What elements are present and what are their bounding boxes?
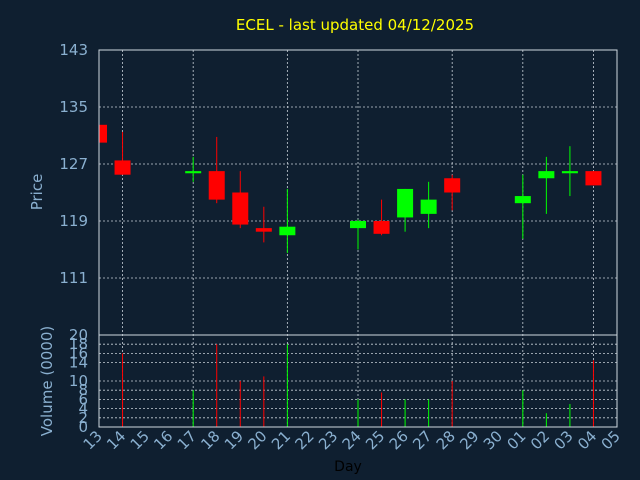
x-tick-label: 26 <box>386 427 412 453</box>
price-tick-label: 111 <box>59 269 88 287</box>
volume-tick-label: 6 <box>78 390 88 408</box>
x-tick-label: 21 <box>268 427 294 453</box>
candle-body <box>420 199 437 214</box>
price-axis-label: Price <box>28 174 46 211</box>
x-tick-labels: 1314151617181920212223242526272829300102… <box>80 427 624 453</box>
candle-body <box>397 188 414 218</box>
x-tick-label: 23 <box>315 427 341 453</box>
x-tick-label: 25 <box>362 427 388 453</box>
candle-body <box>279 226 296 236</box>
x-tick-label: 17 <box>174 427 200 453</box>
x-tick-label: 02 <box>527 427 553 453</box>
x-tick-label: 03 <box>551 427 577 453</box>
candle-27 <box>420 181 437 229</box>
candle-21 <box>279 188 296 254</box>
x-tick-label: 22 <box>292 427 318 453</box>
volume-axis-label: Volume (0000) <box>38 326 56 436</box>
candle-03 <box>561 146 578 197</box>
x-axis-label: Day <box>334 459 362 475</box>
candle-body <box>514 196 531 204</box>
candle-body <box>444 178 461 193</box>
candle-14 <box>114 131 131 175</box>
x-tick-label: 29 <box>456 427 482 453</box>
candle-20 <box>255 206 272 243</box>
volume-tick-label: 4 <box>78 400 88 418</box>
candle-body <box>232 192 249 225</box>
price-tick-labels: 111 119 127 135 143 <box>59 41 88 287</box>
price-gridlines <box>99 106 617 279</box>
x-tick-label: 15 <box>127 427 153 453</box>
x-tick-label: 20 <box>244 427 270 453</box>
x-tick-label: 14 <box>103 427 129 453</box>
x-tick-label: 30 <box>480 427 506 453</box>
candle-body <box>255 228 272 232</box>
candle-02 <box>538 156 555 214</box>
volume-tick-label: 20 <box>69 326 88 344</box>
candle-body <box>561 171 578 174</box>
x-tick-label: 24 <box>339 427 365 453</box>
price-tick-label: 127 <box>59 155 88 173</box>
price-tick-label: 135 <box>59 98 88 116</box>
candle-04 <box>585 171 602 186</box>
x-tick-label: 05 <box>598 427 624 453</box>
x-tick-label: 18 <box>197 427 223 453</box>
x-tick-label: 01 <box>503 427 529 453</box>
volume-panel-frame <box>98 334 618 428</box>
candle-body <box>185 171 202 174</box>
candle-13 <box>98 124 107 143</box>
volume-tick-label: 18 <box>69 335 88 353</box>
candle-17 <box>185 156 202 182</box>
x-tick-label: 04 <box>574 427 600 453</box>
candles-group <box>98 124 602 254</box>
candle-body <box>208 171 225 200</box>
candle-body <box>350 221 366 229</box>
volume-tick-label: 8 <box>78 381 88 399</box>
candle-26 <box>397 188 414 232</box>
candle-28 <box>444 174 461 211</box>
price-tick-label: 119 <box>59 212 88 230</box>
x-tick-label: 19 <box>221 427 247 453</box>
x-tick-label: 28 <box>433 427 459 453</box>
volume-tick-label: 14 <box>69 354 88 372</box>
candle-body <box>373 221 390 234</box>
volume-tick-label: 0 <box>78 418 88 436</box>
volume-bars-group <box>122 344 594 427</box>
price-tick-label: 143 <box>59 41 88 59</box>
x-tick-label: 27 <box>409 427 435 453</box>
candle-01 <box>514 174 531 239</box>
candle-25 <box>373 199 390 236</box>
chart-title: ECEL - last updated 04/12/2025 <box>236 16 474 34</box>
x-tick-label: 16 <box>150 427 176 453</box>
candle-body <box>114 160 131 175</box>
volume-tick-label: 16 <box>69 344 88 362</box>
volume-tick-label: 10 <box>69 372 88 390</box>
candle-18 <box>208 136 225 204</box>
candle-24 <box>350 219 366 250</box>
candle-body <box>538 171 555 179</box>
candle-19 <box>232 171 249 229</box>
candle-body <box>99 124 107 143</box>
candle-body <box>585 171 602 186</box>
volume-tick-label: 2 <box>78 409 88 427</box>
price-panel-frame <box>98 49 618 336</box>
